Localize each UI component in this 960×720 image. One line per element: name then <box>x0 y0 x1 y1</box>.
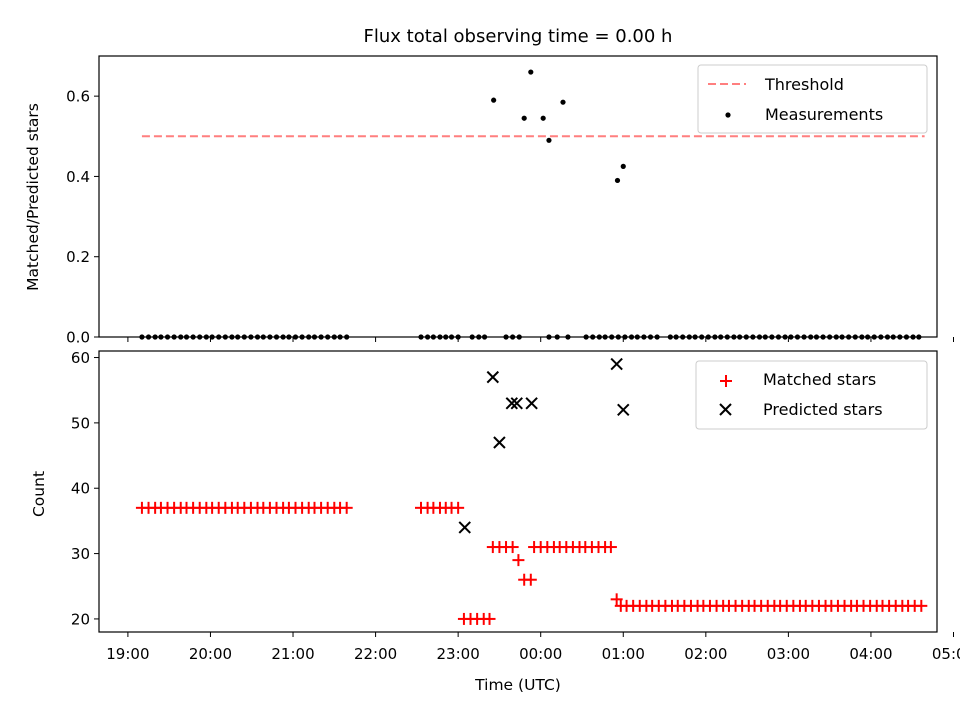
x-tick-label: 04:00 <box>849 645 892 663</box>
predicted-star-point <box>493 436 506 449</box>
x-tick-label: 23:00 <box>437 645 480 663</box>
top-y-ticks: 0.0 0.2 0.4 0.6 <box>66 88 99 347</box>
top-y-tick-label: 0.4 <box>66 168 90 186</box>
top-plot-frame <box>98 55 938 338</box>
bottom-y-tick-label: 20 <box>71 610 90 628</box>
top-chart-title: Flux total observing time = 0.00 h <box>364 26 673 47</box>
legend-predicted-label: Predicted stars <box>763 400 883 419</box>
predicted-star-point <box>510 397 523 410</box>
matched-star-point <box>452 501 465 514</box>
measurement-point <box>521 115 527 121</box>
predicted-star-point <box>525 397 538 410</box>
x-tick-label: 21:00 <box>271 645 314 663</box>
top-panel: Flux total observing time = 0.00 h Match… <box>24 26 955 347</box>
top-y-tick-label: 0.6 <box>66 88 90 106</box>
x-tick-label: 00:00 <box>519 645 562 663</box>
measurement-point <box>614 177 621 184</box>
bottom-y-tick-label: 60 <box>71 349 90 367</box>
legend-matched-swatch <box>720 375 732 387</box>
predicted-star-point <box>486 370 500 384</box>
matched-star-point <box>506 541 519 554</box>
predicted-star-point <box>610 357 623 371</box>
measurement-point <box>546 137 552 143</box>
x-tick-label: 05:00 <box>932 645 960 663</box>
legend-threshold-label: Threshold <box>764 75 844 94</box>
legend-measurements-swatch <box>725 112 731 118</box>
top-y-tick-label: 0.2 <box>66 248 90 266</box>
predicted-star-point <box>458 521 471 534</box>
x-tick-label: 01:00 <box>602 645 645 663</box>
predicted-star-point <box>617 403 630 417</box>
measurement-point <box>528 69 534 75</box>
bottom-y-tick-label: 40 <box>71 480 90 498</box>
top-legend: Threshold Measurements <box>697 64 928 134</box>
measurement-point <box>540 115 546 121</box>
bottom-plot-marks <box>135 357 928 625</box>
bottom-plot-frame <box>98 350 938 633</box>
x-tick-label: 20:00 <box>189 645 232 663</box>
measurement-point <box>491 97 497 103</box>
matched-star-point <box>524 573 537 586</box>
bottom-y-ticks: 20 30 40 50 60 <box>71 349 99 628</box>
x-tick-label: 03:00 <box>767 645 810 663</box>
measurement-point <box>620 163 626 169</box>
x-tick-label: 02:00 <box>684 645 727 663</box>
top-legend-box <box>697 64 928 134</box>
predicted-star-point <box>505 397 519 410</box>
bottom-legend-box <box>695 360 928 430</box>
legend-measurements-label: Measurements <box>765 105 883 124</box>
bottom-y-axis-label: Count <box>30 471 48 517</box>
matched-star-point <box>512 554 525 567</box>
bottom-y-tick-label: 30 <box>71 545 90 563</box>
bottom-x-axis-label: Time (UTC) <box>474 676 561 694</box>
matched-star-point <box>604 541 617 554</box>
matched-star-point <box>610 593 623 606</box>
top-y-axis-label: Matched/Predicted stars <box>24 103 42 291</box>
legend-matched-label: Matched stars <box>763 370 876 389</box>
legend-predicted-swatch <box>719 403 732 416</box>
top-plot-marks <box>139 69 925 340</box>
x-tick-label: 19:00 <box>106 645 149 663</box>
bottom-y-tick-label: 50 <box>71 414 90 432</box>
bottom-panel: Count Time (UTC) 20 30 40 50 60 19:00 20:00 21… <box>30 349 960 694</box>
matched-star-point <box>483 612 496 625</box>
bottom-x-ticks: 19:00 20:00 21:00 22:00 23:00 00:00 01:00 02:00… <box>106 632 960 663</box>
measurement-point <box>560 99 566 105</box>
matched-star-point <box>340 501 353 514</box>
bottom-legend: Matched stars Predicted stars <box>695 360 928 430</box>
x-tick-label: 22:00 <box>354 645 397 663</box>
top-y-tick-label: 0.0 <box>66 329 90 347</box>
matched-star-point <box>915 599 928 612</box>
